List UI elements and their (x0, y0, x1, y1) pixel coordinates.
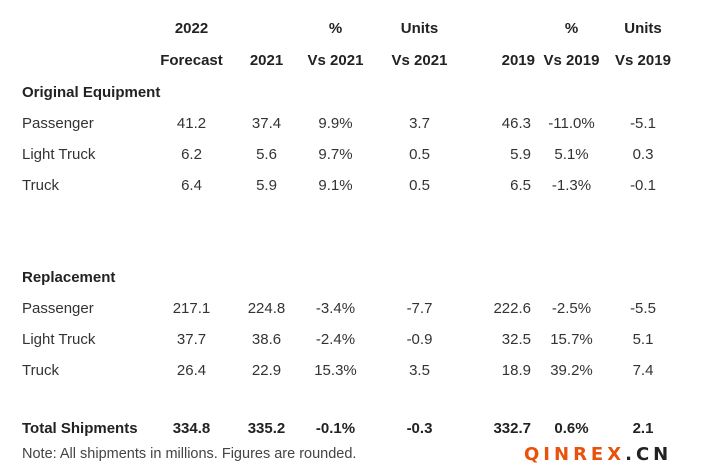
total-cell: 334.8 (172, 420, 211, 437)
header-cell (16, 44, 144, 76)
table-cell: 7.4 (632, 362, 654, 379)
table-cell: 0.5 (409, 146, 430, 163)
table-cell: 222.6 (493, 300, 531, 317)
row-label: Light Truck (22, 146, 96, 163)
total-cell: 0.6% (554, 420, 589, 437)
table-row: Passenger 217.1 224.8 -3.4% -7.7 222.6 -… (16, 293, 678, 324)
table-cell: 6.2 (181, 146, 202, 163)
table-cell: 46.3 (501, 115, 531, 132)
row-label: Light Truck (22, 331, 96, 348)
header-cell: 2021 (249, 51, 284, 69)
total-cell: 2.1 (632, 420, 654, 437)
total-cell: -0.1% (315, 420, 356, 437)
total-label: Total Shipments (22, 420, 138, 437)
header-cell: Vs 2019 (615, 51, 671, 69)
row-label: Truck (22, 362, 59, 379)
table-row: Light Truck 6.2 5.6 9.7% 0.5 5.9 5.1% 0.… (16, 139, 678, 170)
spacer-row (16, 386, 678, 412)
table-cell: -5.5 (630, 300, 656, 317)
table-cell: 22.9 (251, 362, 282, 379)
table-cell: 3.7 (409, 115, 430, 132)
table-cell: -7.7 (406, 300, 433, 317)
total-cell: -0.3 (406, 420, 433, 437)
row-label: Passenger (22, 300, 94, 317)
section-header-row: Replacement (16, 261, 678, 293)
total-cell: 332.7 (493, 420, 531, 437)
table-cell: 5.9 (510, 146, 531, 163)
watermark-main: QINREX (524, 444, 626, 465)
section-title: Replacement (22, 268, 116, 286)
header-cell (16, 12, 144, 44)
table-cell: 37.7 (176, 331, 207, 348)
table-cell: 3.5 (409, 362, 430, 379)
section-title: Original Equipment (22, 83, 161, 101)
section-header-row: Original Equipment (16, 76, 678, 108)
table-row: Passenger 41.2 37.4 9.9% 3.7 46.3 -11.0%… (16, 108, 678, 139)
shipments-table: 2022 % Units % Units Forecast 2021 Vs 20… (16, 12, 678, 445)
table-cell: -1.3% (551, 177, 592, 194)
table-cell: 32.5 (501, 331, 531, 348)
header-row-1: 2022 % Units % Units (16, 12, 678, 44)
table-cell: 9.1% (318, 177, 353, 194)
table-cell: 5.9 (256, 177, 277, 194)
table-cell: 37.4 (251, 115, 282, 132)
header-cell: 2019 (501, 51, 535, 69)
table-cell: 6.4 (181, 177, 202, 194)
table-cell: 0.5 (409, 177, 430, 194)
table-cell: -2.4% (315, 331, 356, 348)
table-cell: 224.8 (247, 300, 286, 317)
header-cell: Forecast (160, 51, 223, 69)
header-cell: % (564, 19, 579, 37)
table-cell: 39.2% (550, 362, 593, 379)
table-row: Light Truck 37.7 38.6 -2.4% -0.9 32.5 15… (16, 324, 678, 355)
header-cell: Vs 2019 (543, 51, 600, 69)
table-cell: 9.7% (318, 146, 353, 163)
table-cell: 217.1 (172, 300, 211, 317)
table-cell: 15.7% (550, 331, 593, 348)
total-row: Total Shipments 334.8 335.2 -0.1% -0.3 3… (16, 412, 678, 445)
header-cell (239, 12, 294, 44)
table-cell: -0.1 (630, 177, 656, 194)
row-label: Truck (22, 177, 59, 194)
table-cell: 26.4 (176, 362, 207, 379)
watermark-logo: QINREX.CN (524, 444, 672, 465)
table-cell: -3.4% (315, 300, 356, 317)
watermark-suffix: .CN (625, 444, 673, 465)
table-cell: 0.3 (632, 146, 654, 163)
table-row: Truck 6.4 5.9 9.1% 0.5 6.5 -1.3% -0.1 (16, 170, 678, 201)
row-label: Passenger (22, 115, 94, 132)
table-cell: 5.1% (554, 146, 589, 163)
header-cell: Vs 2021 (307, 51, 364, 69)
header-cell: % (328, 19, 343, 37)
table-cell: 5.6 (256, 146, 277, 163)
table-cell: 9.9% (318, 115, 353, 132)
table-cell: 38.6 (251, 331, 282, 348)
table-cell: -0.9 (406, 331, 433, 348)
header-cell: Units (624, 19, 662, 37)
table-cell: 15.3% (314, 362, 357, 379)
table-cell: 18.9 (501, 362, 531, 379)
spacer-row (16, 201, 678, 261)
table-cell: -5.1 (630, 115, 656, 132)
total-cell: 335.2 (247, 420, 286, 437)
header-cell: 2022 (174, 19, 209, 37)
table-cell: -11.0% (548, 115, 595, 132)
table-cell: -2.5% (551, 300, 592, 317)
header-cell: Units (400, 19, 439, 37)
header-cell: Vs 2021 (391, 51, 448, 69)
table-row: Truck 26.4 22.9 15.3% 3.5 18.9 39.2% 7.4 (16, 355, 678, 386)
table-cell: 41.2 (176, 115, 207, 132)
table-cell: 6.5 (510, 177, 531, 194)
table-cell: 5.1 (632, 331, 654, 348)
header-row-2: Forecast 2021 Vs 2021 Vs 2021 2019 Vs 20… (16, 44, 678, 76)
footnote: Note: All shipments in millions. Figures… (22, 446, 357, 462)
header-cell (462, 12, 535, 44)
